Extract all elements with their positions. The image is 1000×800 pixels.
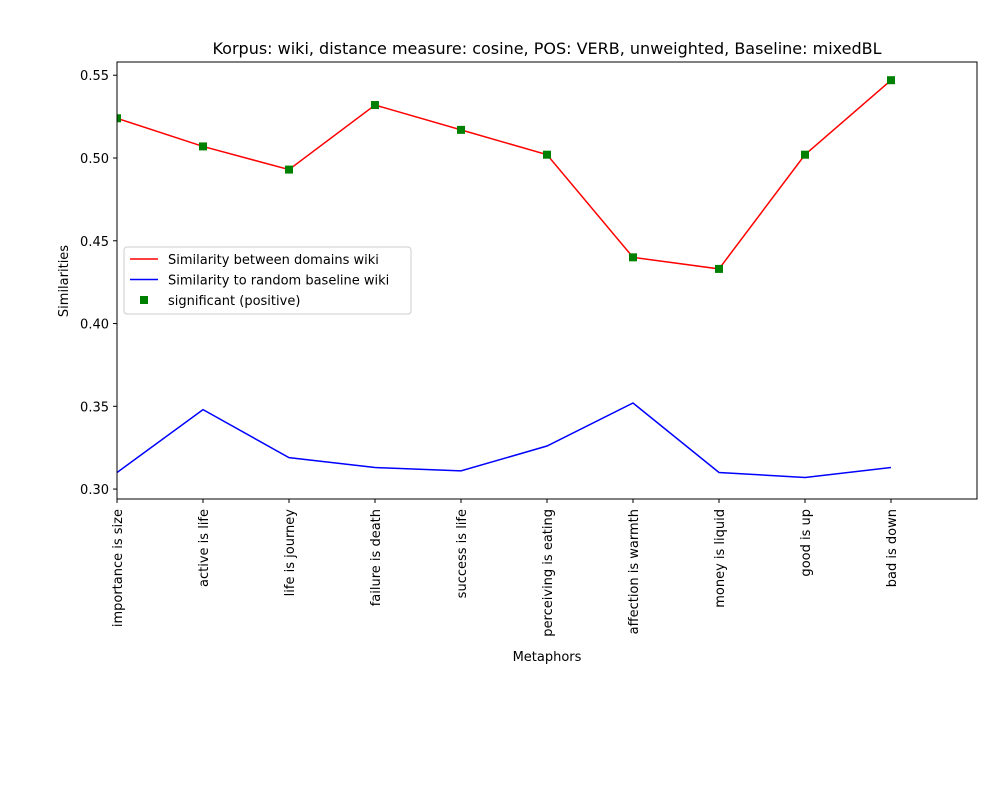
series-line-2 [117, 402, 892, 479]
significant-marker [285, 165, 293, 174]
chart-title: Korpus: wiki, distance measure: cosine, … [212, 39, 881, 58]
legend-label: significant (positive) [168, 294, 300, 309]
x-tick-label: money is liquid [713, 509, 728, 608]
significant-marker [543, 150, 551, 159]
significant-marker [371, 101, 379, 110]
x-tick-label: importance is size [111, 509, 126, 627]
y-tick-label: 0.45 [80, 235, 109, 250]
x-tick-label: good is up [799, 509, 814, 577]
significant-marker [801, 150, 809, 159]
legend-box [123, 246, 412, 315]
x-tick-label: failure is death [369, 509, 384, 606]
x-tick-label: active is life [197, 509, 212, 587]
x-tick-label: perceiving is eating [541, 509, 556, 637]
x-tick-label: affection is warmth [627, 509, 642, 634]
x-tick-label: bad is down [885, 509, 900, 587]
significant-marker [457, 125, 465, 134]
significant-marker [887, 76, 895, 85]
y-tick-label: 0.55 [80, 69, 109, 84]
significant-marker [117, 114, 121, 123]
y-tick-label: 0.30 [80, 483, 109, 498]
series-line-1 [117, 79, 892, 270]
legend-label: Similarity to random baseline wiki [168, 274, 389, 289]
significant-marker [199, 142, 207, 151]
significant-marker [715, 264, 723, 273]
y-axis-label: Similarities [57, 245, 72, 317]
plot-frame [116, 61, 978, 500]
x-tick-label: success is life [455, 509, 470, 598]
legend-marker-swatch [140, 296, 148, 304]
y-tick-label: 0.40 [80, 318, 109, 333]
y-tick-label: 0.35 [80, 400, 109, 415]
legend-label: Similarity between domains wiki [168, 253, 379, 268]
series-markers [117, 76, 895, 273]
significant-marker [629, 253, 637, 262]
legend: Similarity between domains wiki Similarit… [123, 246, 412, 315]
x-axis-label: Metaphors [513, 650, 582, 665]
y-tick-label: 0.50 [80, 152, 109, 167]
x-tick-label: life is journey [283, 509, 298, 597]
plot-area: 0.30 0.35 0.40 0.45 0.50 0.55 importance is si… [80, 69, 900, 636]
